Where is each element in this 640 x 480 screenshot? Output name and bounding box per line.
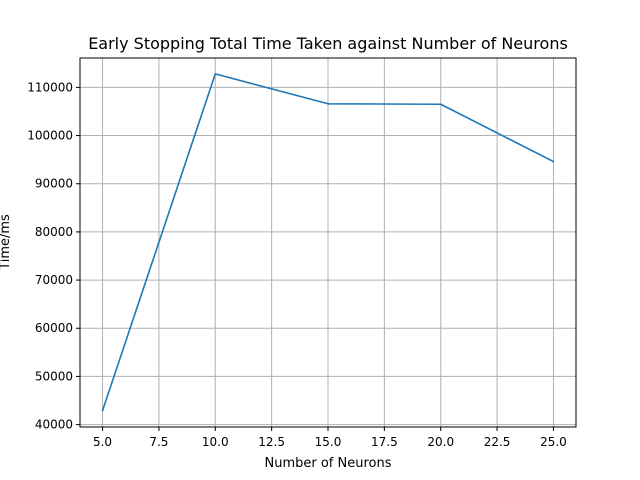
x-tick-label: 22.5	[484, 435, 511, 449]
y-tick-label: 100000	[27, 129, 73, 143]
data-point	[552, 160, 555, 163]
chart-title: Early Stopping Total Time Taken against …	[88, 34, 568, 53]
data-point	[327, 102, 329, 105]
x-tick-label: 7.5	[149, 435, 168, 449]
x-tick-label: 5.0	[93, 435, 112, 449]
y-tick-label: 80000	[35, 225, 73, 239]
series-layer	[101, 73, 555, 412]
y-axis: 40000 50000 60000 70000 80000 90000 100000 1100…	[27, 80, 80, 432]
data-point	[214, 73, 217, 75]
x-tick-label: 25.0	[540, 435, 567, 449]
x-tick-label: 15.0	[315, 435, 342, 449]
y-tick-label: 40000	[35, 418, 73, 432]
data-point	[439, 103, 442, 106]
x-tick-label: 12.5	[258, 435, 285, 449]
grid	[80, 58, 576, 427]
y-tick-label: 90000	[35, 177, 73, 191]
x-axis-label: Number of Neurons	[264, 456, 391, 471]
x-tick-label: 10.0	[202, 435, 229, 449]
y-tick-label: 70000	[35, 273, 73, 287]
x-axis: 5.0 7.5 10.0 12.5 15.0 17.5 20.0 22.5 25.0	[93, 427, 567, 449]
data-point	[101, 409, 104, 412]
y-tick-label: 110000	[27, 80, 73, 94]
x-tick-label: 20.0	[427, 435, 454, 449]
y-axis-label: Time/ms	[0, 214, 13, 271]
y-tick-label: 50000	[35, 369, 73, 383]
y-tick-label: 60000	[35, 321, 73, 335]
x-tick-label: 17.5	[371, 435, 398, 449]
